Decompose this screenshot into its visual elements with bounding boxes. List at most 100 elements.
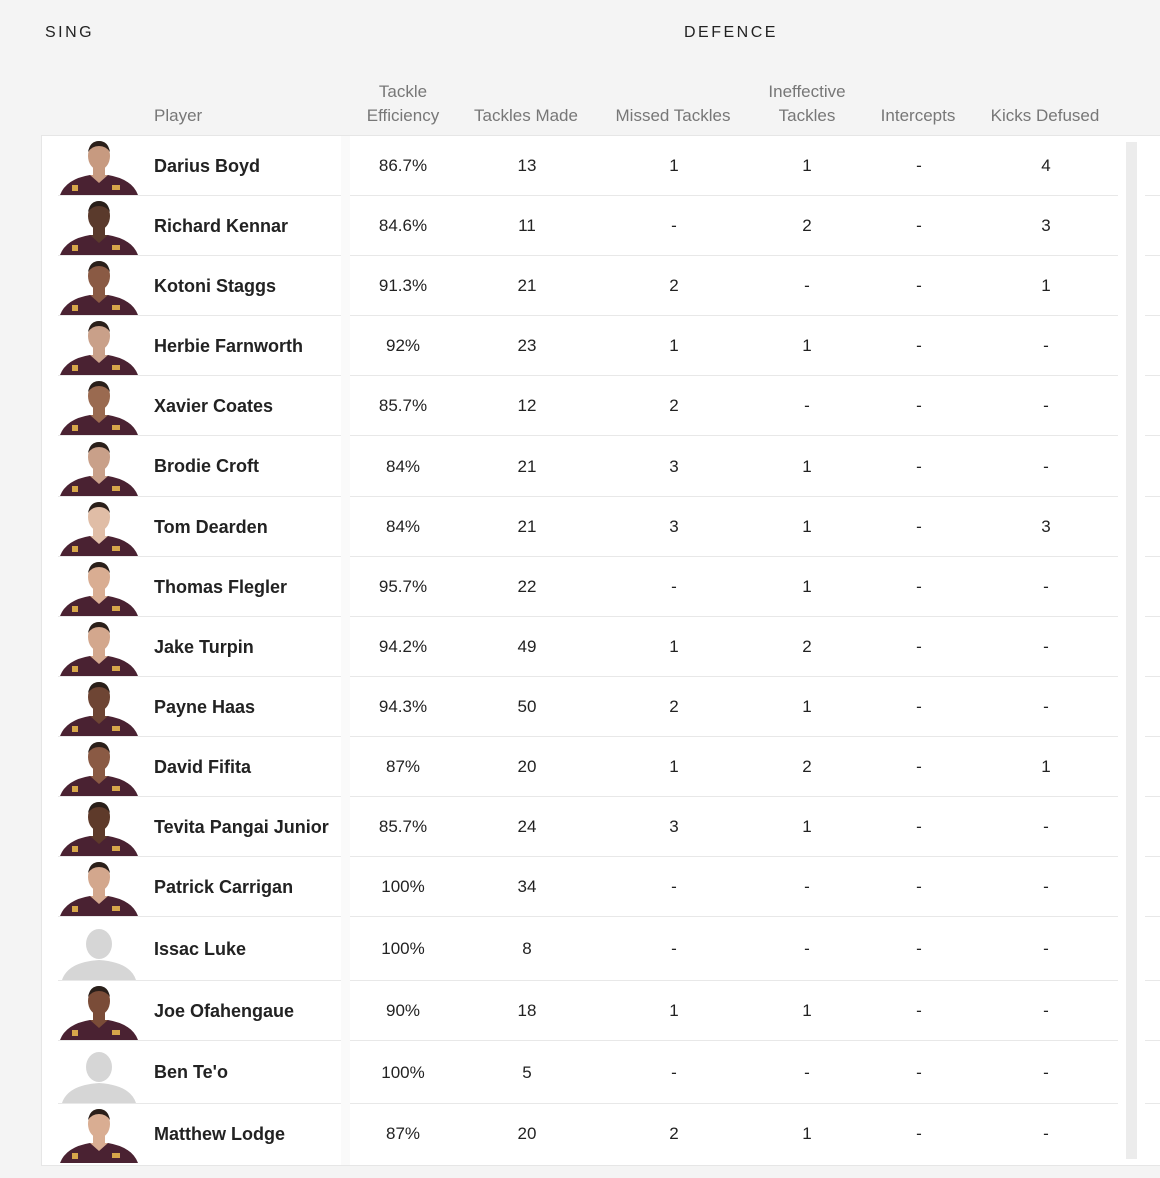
- row-separator: [58, 435, 341, 436]
- cell-kicks-defused: -: [1043, 817, 1049, 836]
- table-row[interactable]: Kotoni Staggs 91.3% 21 2 - - 1: [42, 256, 1160, 316]
- cell-missed-tackles: 1: [669, 156, 679, 175]
- row-separator: [1145, 375, 1160, 376]
- table-row[interactable]: Matthew Lodge 87% 20 2 1 - -: [42, 1104, 1160, 1164]
- cell-ineffective-tackles: 1: [802, 697, 812, 716]
- table-row[interactable]: Issac Luke 100% 8 - - - -: [42, 917, 1160, 981]
- table-row[interactable]: Herbie Farnworth 92% 23 1 1 - -: [42, 316, 1160, 376]
- cell-tackle-efficiency: 94.2%: [378, 637, 428, 656]
- column-header-intercepts[interactable]: Intercepts: [880, 106, 956, 125]
- row-separator: [1145, 496, 1160, 497]
- cell-tackles-made: 50: [517, 697, 537, 716]
- player-name[interactable]: Patrick Carrigan: [154, 876, 294, 897]
- column-header-missed-tackles[interactable]: Missed Tackles: [615, 106, 731, 125]
- cell-tackles-made: 22: [517, 577, 537, 596]
- player-name[interactable]: Xavier Coates: [154, 395, 274, 416]
- cell-missed-tackles: 1: [669, 1001, 679, 1020]
- horizontal-scroll-track[interactable]: [1126, 142, 1137, 1159]
- cell-intercepts: -: [916, 757, 922, 776]
- column-header-kicks-defused[interactable]: Kicks Defused: [990, 106, 1100, 125]
- row-separator: [350, 1103, 1118, 1104]
- row-separator: [58, 796, 341, 797]
- player-name[interactable]: David Fifita: [154, 756, 252, 777]
- player-photo-icon: [60, 139, 138, 195]
- table-row[interactable]: Thomas Flegler 95.7% 22 - 1 - -: [42, 557, 1160, 617]
- player-name[interactable]: Richard Kennar: [154, 215, 289, 236]
- table-row[interactable]: Richard Kennar 84.6% 11 - 2 - 3: [42, 196, 1160, 256]
- player-name[interactable]: Brodie Croft: [154, 456, 259, 476]
- cell-tackle-efficiency: 92%: [385, 336, 421, 355]
- row-separator: [350, 856, 1118, 857]
- cell-tackles-made: 18: [517, 1001, 537, 1020]
- player-name[interactable]: Matthew Lodge: [154, 1123, 285, 1144]
- cell-missed-tackles: 1: [669, 757, 679, 776]
- cell-kicks-defused: -: [1043, 637, 1049, 656]
- table-row[interactable]: Xavier Coates 85.7% 12 2 - - -: [42, 376, 1160, 436]
- player-photo-icon: [60, 500, 138, 556]
- section-label-sing: SING: [45, 24, 95, 41]
- cell-kicks-defused: -: [1043, 1001, 1049, 1020]
- player-name[interactable]: Kotoni Staggs: [154, 275, 276, 296]
- cell-tackles-made: 24: [517, 817, 537, 836]
- row-separator: [58, 496, 341, 497]
- table-row[interactable]: Tevita Pangai Junior 85.7% 24 3 1 - -: [42, 797, 1160, 857]
- player-name[interactable]: Issac Luke: [154, 938, 247, 959]
- table-row[interactable]: Jake Turpin 94.2% 49 1 2 - -: [42, 617, 1160, 677]
- row-separator: [350, 980, 1118, 981]
- cell-ineffective-tackles: -: [804, 877, 810, 896]
- table-row[interactable]: Darius Boyd 86.7% 13 1 1 - 4: [42, 136, 1160, 196]
- column-header-ineffective-tackles[interactable]: Ineffective Tackles: [747, 80, 867, 128]
- player-photo-icon: [60, 259, 138, 315]
- cell-intercepts: -: [916, 877, 922, 896]
- table-row[interactable]: Tom Dearden 84% 21 3 1 - 3: [42, 497, 1160, 557]
- player-name[interactable]: Herbie Farnworth: [154, 335, 304, 356]
- cell-kicks-defused: -: [1043, 577, 1049, 596]
- row-separator: [1145, 856, 1160, 857]
- player-name[interactable]: Tom Dearden: [154, 516, 268, 537]
- cell-kicks-defused: -: [1043, 456, 1049, 476]
- column-header-tackle-efficiency[interactable]: Tackle Efficiency: [343, 80, 463, 128]
- cell-tackle-efficiency: 94.3%: [378, 697, 428, 716]
- table-row[interactable]: Patrick Carrigan 100% 34 - - - -: [42, 857, 1160, 917]
- column-header-line: Tackle: [378, 82, 428, 101]
- cell-missed-tackles: -: [671, 877, 677, 896]
- row-separator: [58, 980, 341, 981]
- player-photo-icon: [60, 800, 138, 856]
- row-separator: [350, 556, 1118, 557]
- cell-intercepts: -: [916, 216, 922, 235]
- cell-kicks-defused: 1: [1041, 276, 1051, 295]
- column-header-tackles-made[interactable]: Tackles Made: [474, 106, 578, 125]
- table-row[interactable]: Payne Haas 94.3% 50 2 1 - -: [42, 677, 1160, 737]
- player-name[interactable]: Payne Haas: [154, 696, 256, 717]
- player-name[interactable]: Darius Boyd: [154, 155, 261, 176]
- cell-ineffective-tackles: 2: [802, 757, 812, 776]
- row-separator: [1145, 255, 1160, 256]
- row-separator: [58, 1040, 341, 1041]
- player-name[interactable]: Jake Turpin: [154, 636, 254, 657]
- column-header-player[interactable]: Player: [154, 106, 203, 125]
- row-separator: [58, 315, 341, 316]
- table-row[interactable]: Joe Ofahengaue 90% 18 1 1 - -: [42, 981, 1160, 1041]
- cell-tackle-efficiency: 85.7%: [378, 817, 428, 836]
- table-row[interactable]: David Fifita 87% 20 1 2 - 1: [42, 737, 1160, 797]
- cell-kicks-defused: 1: [1041, 757, 1051, 776]
- column-header-line: Tackles: [778, 106, 836, 125]
- row-separator: [1145, 616, 1160, 617]
- player-photo-icon: [60, 560, 138, 616]
- player-name[interactable]: Tevita Pangai Junior: [154, 816, 329, 837]
- row-separator: [1145, 736, 1160, 737]
- column-header-line: Ineffective: [768, 82, 846, 101]
- row-separator: [1145, 796, 1160, 797]
- player-name[interactable]: Thomas Flegler: [154, 576, 288, 597]
- cell-kicks-defused: -: [1043, 697, 1049, 716]
- cell-kicks-defused: 4: [1041, 156, 1051, 175]
- cell-intercepts: -: [916, 517, 922, 536]
- player-name[interactable]: Ben Te'o: [154, 1062, 228, 1082]
- cell-missed-tackles: 3: [669, 817, 679, 836]
- row-separator: [350, 916, 1118, 917]
- player-name[interactable]: Joe Ofahengaue: [154, 1000, 295, 1021]
- table-row[interactable]: Ben Te'o 100% 5 - - - -: [42, 1041, 1160, 1104]
- cell-intercepts: -: [916, 336, 922, 355]
- cell-missed-tackles: -: [671, 577, 677, 596]
- table-row[interactable]: Brodie Croft 84% 21 3 1 - -: [42, 436, 1160, 497]
